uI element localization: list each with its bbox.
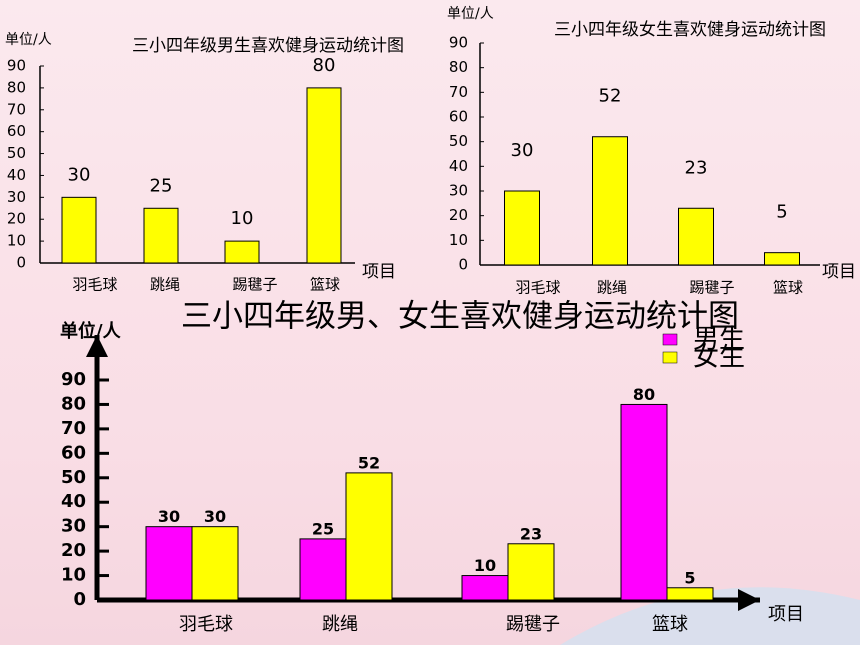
x-tick-label: 篮球 <box>773 279 803 297</box>
y-tick-label: 60 <box>449 108 468 126</box>
x-axis-label: 项目 <box>822 262 856 282</box>
x-tick-label: 踢毽子 <box>506 614 560 635</box>
bar <box>345 472 393 601</box>
bar <box>299 538 347 601</box>
x-tick-label: 羽毛球 <box>179 614 233 635</box>
bar <box>61 196 97 264</box>
y-tick-label: 50 <box>61 467 86 488</box>
x-tick-label: 踢毽子 <box>232 276 277 294</box>
bar <box>592 136 628 266</box>
y-axis-label: 单位/人 <box>60 320 122 342</box>
x-axis-label: 项目 <box>362 262 396 282</box>
y-tick-label: 70 <box>7 100 26 118</box>
value-label: 10 <box>474 556 496 575</box>
value-label: 30 <box>68 164 91 185</box>
y-tick-label: 90 <box>449 34 468 52</box>
y-tick-label: 40 <box>7 166 26 184</box>
y-tick-label: 30 <box>449 182 468 200</box>
value-label: 5 <box>684 568 695 587</box>
y-axis-label: 单位/人 <box>5 32 52 48</box>
chart-title: 三小四年级男生喜欢健身运动统计图 <box>132 36 404 56</box>
y-tick-label: 40 <box>449 157 468 175</box>
bar <box>306 87 342 264</box>
bar <box>191 526 239 601</box>
x-tick-label: 羽毛球 <box>515 279 560 297</box>
y-tick-label: 60 <box>61 442 86 463</box>
y-tick-label: 20 <box>7 210 26 228</box>
bar <box>145 526 193 601</box>
bar <box>461 575 509 601</box>
y-tick-label: 0 <box>16 254 26 272</box>
y-axis-label: 单位/人 <box>447 6 494 22</box>
bar <box>620 403 668 601</box>
y-tick-label: 20 <box>61 540 86 561</box>
y-tick-label: 50 <box>449 132 468 150</box>
bar <box>678 207 714 266</box>
bar <box>504 190 540 266</box>
x-tick-label: 踢毽子 <box>689 279 734 297</box>
y-tick-label: 10 <box>61 565 86 586</box>
value-label: 80 <box>633 385 655 404</box>
bar <box>507 543 555 601</box>
x-tick-label: 跳绳 <box>150 276 180 294</box>
value-label: 23 <box>520 524 542 543</box>
value-label: 80 <box>313 55 336 76</box>
y-tick-label: 0 <box>458 256 468 274</box>
legend-label: 女生 <box>693 343 745 373</box>
value-label: 23 <box>685 157 708 178</box>
value-label: 25 <box>150 175 173 196</box>
y-tick-label: 40 <box>61 491 86 512</box>
y-tick-label: 80 <box>449 58 468 76</box>
y-tick-label: 70 <box>61 418 86 439</box>
value-label: 30 <box>204 507 226 526</box>
x-tick-label: 篮球 <box>652 614 688 635</box>
y-axis-arrow <box>86 335 108 357</box>
chart-title: 三小四年级女生喜欢健身运动统计图 <box>554 20 826 40</box>
value-label: 52 <box>599 86 622 107</box>
chart-title: 三小四年级男、女生喜欢健身运动统计图 <box>181 299 739 335</box>
y-tick-label: 30 <box>7 188 26 206</box>
x-tick-label: 羽毛球 <box>72 276 117 294</box>
y-tick-label: 50 <box>7 144 26 162</box>
legend-swatch <box>662 333 678 346</box>
y-tick-label: 90 <box>7 57 26 75</box>
y-tick-label: 80 <box>61 393 86 414</box>
value-label: 25 <box>312 519 334 538</box>
bar <box>666 587 714 601</box>
y-tick-label: 70 <box>449 83 468 101</box>
y-tick-label: 10 <box>449 231 468 249</box>
y-tick-label: 60 <box>7 122 26 140</box>
x-axis-arrow <box>738 589 760 611</box>
value-label: 5 <box>776 202 787 223</box>
value-label: 52 <box>358 453 380 472</box>
y-tick-label: 90 <box>61 369 86 390</box>
bar <box>764 252 800 266</box>
x-tick-label: 篮球 <box>310 276 340 294</box>
value-label: 30 <box>511 140 534 161</box>
y-tick-label: 10 <box>7 232 26 250</box>
x-tick-label: 跳绳 <box>322 614 358 635</box>
x-axis-label: 项目 <box>768 604 804 625</box>
background-wave <box>560 587 860 645</box>
bar <box>224 240 260 264</box>
y-tick-label: 0 <box>73 589 86 610</box>
y-tick-label: 30 <box>61 516 86 537</box>
bar <box>143 207 179 264</box>
legend-swatch <box>662 351 678 364</box>
x-tick-label: 跳绳 <box>597 279 627 297</box>
y-tick-label: 20 <box>449 206 468 224</box>
value-label: 10 <box>231 208 254 229</box>
legend-label: 男生 <box>693 325 745 355</box>
y-tick-label: 80 <box>7 78 26 96</box>
value-label: 30 <box>158 507 180 526</box>
